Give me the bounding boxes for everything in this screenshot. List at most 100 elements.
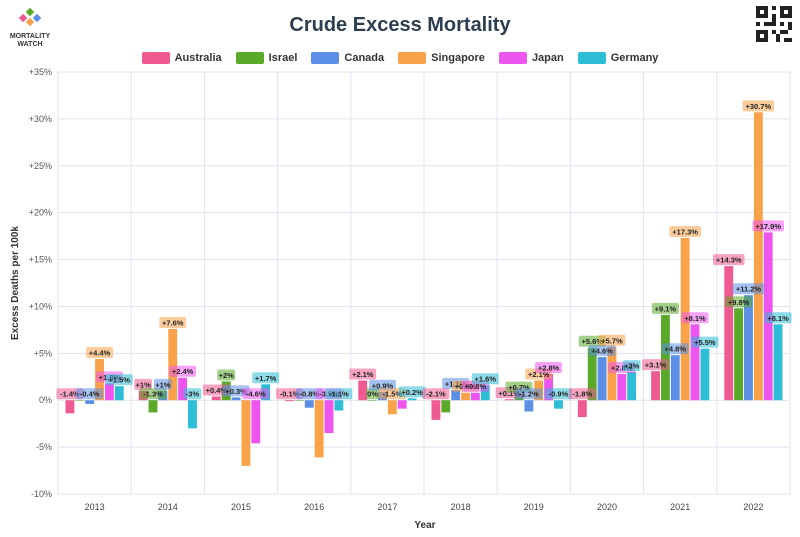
y-tick-label: 0% [39, 395, 52, 405]
bar-singapore-2016 [314, 400, 324, 458]
legend-swatch [577, 52, 606, 64]
bar-australia-2019 [504, 399, 514, 401]
bar-israel-2021 [660, 314, 670, 401]
data-label-bg [752, 220, 784, 232]
y-tick-label: +30% [29, 114, 52, 124]
data-label: +3% [624, 362, 640, 371]
bar-germany-2014 [188, 400, 197, 429]
data-label: -0.9% [549, 390, 569, 399]
data-label: +8.1% [767, 314, 789, 323]
bar-germany-2016 [334, 400, 344, 411]
data-label-bg [651, 302, 679, 314]
bar-canada-2013 [85, 400, 95, 404]
data-label: +0.1% [498, 389, 520, 398]
bar-singapore-2020 [607, 346, 617, 401]
legend-item-japan[interactable]: Japan [498, 52, 564, 64]
data-label: +0.2% [401, 388, 423, 397]
data-label: +2.1% [528, 370, 550, 379]
data-label-bg [515, 388, 543, 400]
bar-canada-2021 [670, 355, 680, 401]
bar-australia-2015 [211, 396, 221, 401]
data-label: +4.4% [89, 348, 111, 357]
bar-singapore-2022 [753, 112, 763, 401]
mortality-watch-logo: MORTALITY WATCH [6, 6, 54, 49]
legend-item-israel[interactable]: Israel [235, 52, 297, 64]
legend-item-singapore[interactable]: Singapore [398, 52, 485, 64]
data-label: +9.1% [655, 304, 677, 313]
data-label-bg [169, 365, 197, 377]
data-label: -0.4% [80, 390, 100, 399]
bar-australia-2018 [431, 400, 441, 420]
data-label: +2.8% [538, 363, 560, 372]
data-label: +0.7% [508, 383, 530, 392]
bar-australia-2020 [577, 400, 587, 418]
bar-japan-2016 [324, 400, 334, 434]
bar-germany-2013 [114, 386, 124, 401]
bar-singapore-2015 [241, 400, 251, 466]
bar-australia-2017 [358, 380, 368, 401]
bar-germany-2019 [554, 400, 563, 409]
bar-germany-2018 [480, 385, 490, 401]
bar-canada-2019 [524, 400, 534, 412]
data-label-bg [622, 360, 641, 372]
bar-germany-2020 [627, 372, 637, 401]
x-tick-label: 2017 [377, 502, 397, 512]
data-label: -2.1% [426, 390, 446, 399]
y-tick-label: +35% [29, 67, 52, 77]
data-label-bg [366, 388, 380, 400]
data-label-bg [642, 359, 670, 371]
legend-item-canada[interactable]: Canada [311, 52, 384, 64]
data-label-bg [764, 312, 792, 324]
data-label: +0.3% [225, 387, 247, 396]
data-label-bg [725, 296, 753, 308]
data-label-bg [712, 254, 745, 266]
data-label-bg [134, 378, 153, 390]
x-tick-label: 2020 [597, 502, 617, 512]
data-label: +1.7% [255, 374, 277, 383]
data-label: +8.1% [684, 314, 706, 323]
bar-canada-2020 [597, 357, 607, 401]
data-label: +3.1% [645, 361, 667, 370]
data-label-bg [139, 388, 167, 400]
logo-text-line2: WATCH [17, 41, 43, 48]
data-label-bg [242, 388, 270, 400]
logo-icon [18, 7, 42, 27]
data-label-bg [661, 343, 689, 355]
chart-title: Crude Excess Mortality [289, 14, 511, 36]
data-label: +1% [155, 380, 171, 389]
data-label: +30.7% [746, 102, 772, 111]
qr-code-icon[interactable] [756, 6, 792, 42]
bar-japan-2020 [617, 373, 627, 401]
bar-israel-2017 [368, 400, 378, 401]
data-label: +5.7% [601, 336, 623, 345]
data-label-bg [588, 345, 616, 357]
legend-swatch [398, 52, 427, 64]
legend-item-germany[interactable]: Germany [577, 52, 658, 64]
data-label: -0.8% [299, 390, 319, 399]
data-label: -1.1% [329, 390, 349, 399]
bar-israel-2020 [587, 347, 597, 401]
data-label: +2.4% [172, 367, 194, 376]
x-tick-label: 2013 [85, 502, 105, 512]
bar-canada-2018 [451, 389, 461, 401]
data-label-bg [183, 388, 202, 400]
bar-germany-2021 [700, 348, 710, 401]
legend-swatch [311, 52, 340, 64]
bar-japan-2015 [251, 400, 261, 444]
data-label: -1.4% [60, 390, 80, 399]
data-label-bg [669, 225, 701, 237]
bar-israel-2022 [734, 308, 744, 401]
legend-item-australia[interactable]: Australia [141, 52, 222, 64]
x-tick-label: 2021 [670, 502, 690, 512]
bar-japan-2013 [104, 383, 114, 401]
y-tick-label: +20% [29, 208, 52, 218]
data-label: -1.3% [143, 390, 163, 399]
data-label-bg [325, 388, 353, 400]
bar-canada-2015 [231, 397, 241, 401]
bar-japan-2017 [397, 400, 407, 409]
x-tick-label: 2018 [451, 502, 471, 512]
data-label: -1.5% [383, 390, 403, 399]
bar-singapore-2017 [387, 400, 397, 415]
data-label: +17.9% [755, 222, 781, 231]
data-label: +1.6% [475, 375, 497, 384]
